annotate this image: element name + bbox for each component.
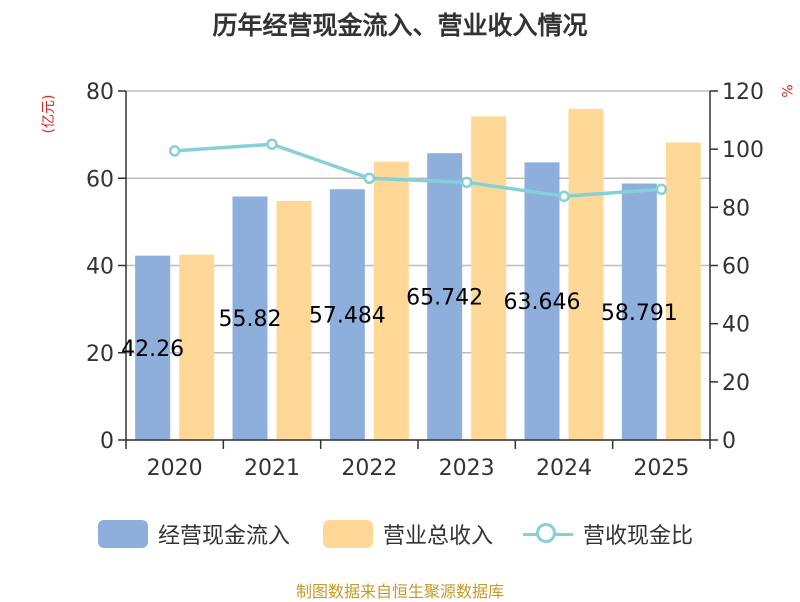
ratio-line xyxy=(174,142,662,199)
legend-item-revenue[interactable]: 营业总收入 xyxy=(323,516,493,552)
ratio-point xyxy=(460,176,473,189)
x-tick-label: 2025 xyxy=(633,456,689,481)
y-left-tick-label: 20 xyxy=(86,342,114,367)
y-left-tick-label: 60 xyxy=(86,167,114,192)
x-tick-label: 2021 xyxy=(244,456,300,481)
labels-layer: 42.26 55.82 57.484 65.742 63.646 58.791 xyxy=(121,286,678,362)
legend-label-ratio: 营收现金比 xyxy=(583,524,694,549)
legend-label-cash-inflow: 经营现金流入 xyxy=(158,524,291,549)
legend-item-cash-inflow[interactable]: 经营现金流入 xyxy=(98,516,290,552)
y-right-tick-label: 40 xyxy=(722,313,750,338)
x-tick-label: 2023 xyxy=(439,456,495,481)
bar-revenue xyxy=(568,108,604,440)
legend: 经营现金流入 营业总收入 营收现金比 xyxy=(0,516,800,552)
data-label-cash-inflow: 65.742 xyxy=(406,286,483,311)
bar-cash-inflow xyxy=(135,255,171,440)
ratio-point xyxy=(655,183,668,196)
chart-title: 历年经营现金流入、营业收入情况 xyxy=(212,11,588,40)
x-tick-label: 2022 xyxy=(341,456,397,481)
y-right-tick-label: 60 xyxy=(722,255,750,280)
ratio-point xyxy=(266,138,278,150)
y-right-tick-label: 20 xyxy=(722,371,750,396)
legend-swatch-cash-inflow xyxy=(98,520,148,548)
data-label-cash-inflow: 55.82 xyxy=(219,307,282,332)
y-left-tick-label: 0 xyxy=(100,429,114,454)
legend-label-revenue: 营业总收入 xyxy=(383,524,494,549)
y-right-tick-label: 100 xyxy=(722,138,764,163)
x-tick-label: 2020 xyxy=(147,456,203,481)
legend-swatch-revenue xyxy=(323,520,373,548)
ratio-point xyxy=(363,172,376,184)
bar-revenue xyxy=(276,200,312,440)
bar-cash-inflow xyxy=(232,196,268,440)
y-right-tick-label: 0 xyxy=(722,429,736,454)
ratio-point xyxy=(168,145,181,157)
bar-revenue xyxy=(179,254,215,440)
y-right-tick-label: 80 xyxy=(722,196,750,221)
bar-cash-inflow xyxy=(621,183,657,440)
bar-cash-inflow xyxy=(427,153,463,441)
ratio-point xyxy=(558,190,570,203)
data-label-cash-inflow: 57.484 xyxy=(309,304,386,329)
x-tick-label: 2024 xyxy=(536,456,592,481)
y-left-tick-label: 80 xyxy=(86,80,114,105)
y-right-tick-label: 120 xyxy=(722,80,764,105)
data-label-cash-inflow: 42.26 xyxy=(121,337,184,362)
data-label-cash-inflow: 63.646 xyxy=(504,290,581,315)
bar-revenue xyxy=(471,116,507,441)
source-note: 制图数据来自恒生聚源数据库 xyxy=(295,582,504,601)
bars-layer xyxy=(135,108,701,441)
bar-cash-inflow xyxy=(524,162,560,441)
bar-revenue xyxy=(373,161,409,441)
y-left-tick-label: 40 xyxy=(86,255,114,280)
bar-revenue xyxy=(665,142,701,441)
legend-item-ratio[interactable]: 营收现金比 xyxy=(523,516,693,552)
line-layer xyxy=(168,138,668,203)
legend-line-ratio xyxy=(523,520,573,548)
data-label-cash-inflow: 58.791 xyxy=(601,301,678,326)
axis-layer: 0 20 40 60 80 0 20 40 60 80 100 120 2020 2021 2022 2023… xyxy=(86,80,764,481)
bar-cash-inflow xyxy=(329,189,365,440)
